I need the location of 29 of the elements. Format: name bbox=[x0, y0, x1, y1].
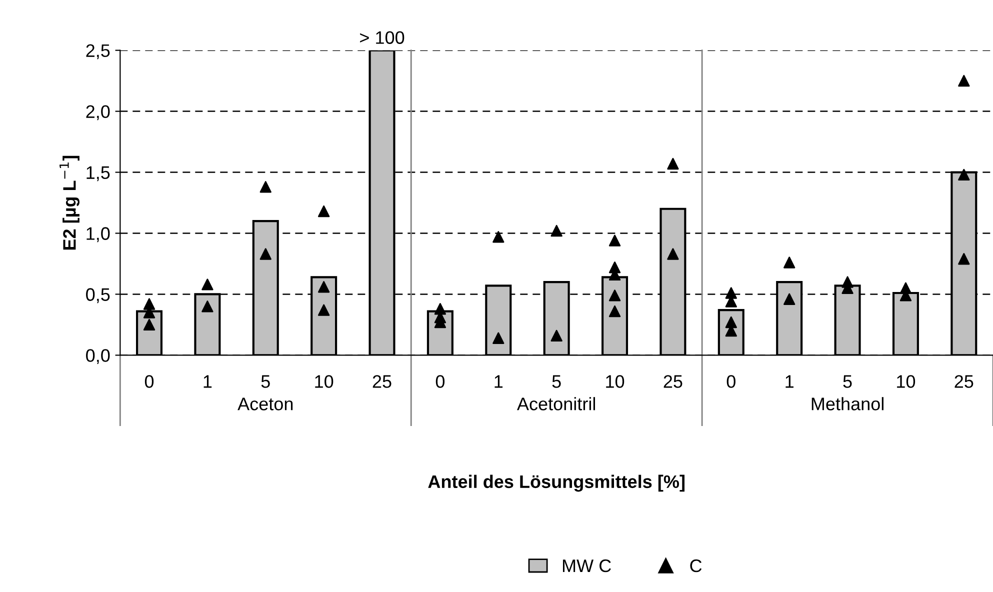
x-tick-label: 0 bbox=[726, 375, 736, 388]
y-tick-label: 0,5 bbox=[86, 288, 110, 304]
x-tick-label: 0 bbox=[436, 375, 445, 388]
y-axis-title: E2 [µg L$^{−1}$] bbox=[60, 156, 80, 250]
x-tick-label: 10 bbox=[606, 375, 624, 388]
x-axis-title: Anteil des Lösungsmittels [%] bbox=[428, 474, 684, 492]
x-tick-label: 10 bbox=[315, 375, 334, 388]
data-label: > 100 bbox=[360, 31, 404, 44]
x-tick-label: 25 bbox=[664, 375, 682, 388]
x-tick-label: 1 bbox=[786, 375, 794, 388]
x-tick-label: 5 bbox=[552, 375, 561, 388]
text: Methanol bbox=[812, 397, 884, 410]
y-tick-label: 0,0 bbox=[86, 349, 110, 364]
text: Aceton bbox=[238, 398, 293, 410]
text: Acetonitril bbox=[516, 397, 596, 410]
y-tick-label: 1,0 bbox=[86, 227, 110, 242]
x-tick-label: 1 bbox=[204, 375, 212, 388]
x-tick-label: 1 bbox=[494, 375, 503, 388]
x-tick-label: 10 bbox=[897, 375, 916, 388]
x-tick-label: 5 bbox=[261, 375, 270, 388]
legend-label: MW C bbox=[562, 559, 611, 572]
x-tick-label: 25 bbox=[954, 375, 974, 388]
y-tick-label: 2,0 bbox=[86, 105, 110, 120]
x-tick-label: 0 bbox=[144, 375, 154, 388]
y-tick-label: 2,5 bbox=[86, 44, 110, 60]
x-tick-label: 5 bbox=[843, 375, 852, 388]
y-tick-label: 1,5 bbox=[86, 166, 110, 182]
x-tick-label: 25 bbox=[372, 375, 392, 388]
legend-label: C bbox=[690, 559, 702, 572]
